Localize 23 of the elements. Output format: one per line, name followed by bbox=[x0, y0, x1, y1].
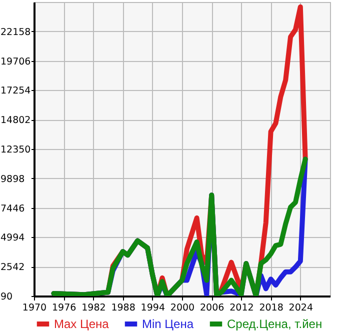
x-tick-label: 1982 bbox=[82, 302, 106, 314]
y-tick-label: 12350 bbox=[0, 144, 31, 156]
y-tick-label: 7446 bbox=[0, 203, 25, 214]
x-tick-label: 1994 bbox=[140, 302, 165, 314]
x-tick-label: 1970 bbox=[22, 302, 47, 314]
y-tick-label: 9898 bbox=[0, 174, 25, 185]
x-tick-label: 1976 bbox=[52, 302, 76, 314]
x-tick-label: 2000 bbox=[170, 302, 195, 314]
legend-label: Min Цена bbox=[142, 317, 194, 331]
y-tick-label: 22158 bbox=[0, 26, 31, 38]
y-tick-label: 2542 bbox=[0, 262, 25, 274]
y-tick-label: 14802 bbox=[0, 115, 31, 126]
x-tick-label: 2018 bbox=[259, 302, 284, 314]
y-tick-label: 17254 bbox=[0, 86, 31, 97]
y-tick-label: 4994 bbox=[0, 232, 25, 244]
y-tick-label: 19706 bbox=[0, 56, 31, 68]
legend-label: Max Цена bbox=[54, 317, 110, 331]
x-tick-label: 1988 bbox=[111, 302, 136, 314]
legend-label: Сред.Цена, т.йен bbox=[227, 317, 322, 331]
x-tick-label: 2024 bbox=[288, 302, 313, 314]
x-tick-label: 2006 bbox=[200, 302, 224, 314]
x-tick-label: 2012 bbox=[230, 302, 254, 314]
y-tick-label: 90 bbox=[0, 292, 13, 302]
